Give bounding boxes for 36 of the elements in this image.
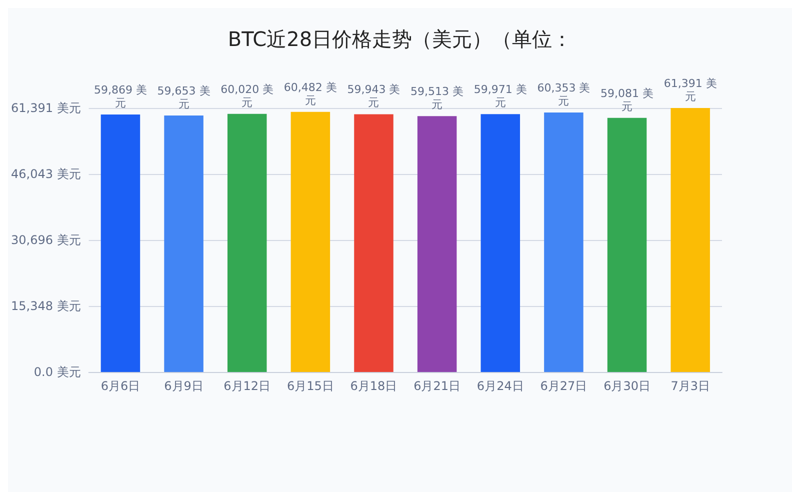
data-label: 59,653 美元 (157, 84, 210, 110)
chart-title: BTC近28日价格走势（美元）（单位： (228, 27, 572, 51)
bar (354, 114, 394, 372)
x-tick-label: 6月30日 (604, 379, 650, 393)
bar (480, 114, 520, 372)
data-label: 60,353 美元 (537, 81, 590, 108)
x-tick-label: 6月18日 (350, 379, 398, 393)
x-tick-label: 6月12日 (224, 379, 271, 393)
bar (607, 118, 647, 372)
y-tick-label: 46,043 美元 (10, 167, 81, 181)
data-label: 60,020 美元 (220, 82, 274, 109)
data-label: 59,869 美元 (94, 84, 147, 110)
bar (164, 115, 204, 372)
y-tick-label: 0.0 美元 (34, 365, 81, 379)
bar (290, 112, 330, 372)
x-tick-label: 6月6日 (100, 379, 140, 393)
x-tick-label: 7月3日 (670, 379, 710, 393)
x-tick-label: 6月15日 (286, 379, 334, 393)
bar (417, 116, 457, 372)
data-label: 59,513 美元 (410, 85, 464, 112)
data-label: 60,482 美元 (284, 80, 337, 107)
y-tick-label: 61,391 美元 (10, 101, 81, 115)
x-tick-label: 6月27日 (540, 379, 588, 393)
y-tick-label: 30,696 美元 (10, 233, 81, 247)
x-tick-label: 6月21日 (414, 379, 461, 393)
bar (227, 114, 267, 372)
bar (544, 112, 584, 372)
y-tick-label: 15,348 美元 (10, 299, 81, 313)
x-tick-label: 6月24日 (476, 379, 524, 393)
x-tick-label: 6月9日 (164, 379, 204, 393)
bar (670, 108, 710, 372)
data-label: 59,971 美元 (474, 83, 527, 110)
data-label: 61,391 美元 (664, 77, 717, 103)
bar (100, 114, 140, 372)
data-label: 59,081 美元 (600, 86, 654, 113)
data-label: 59,943 美元 (347, 83, 400, 110)
